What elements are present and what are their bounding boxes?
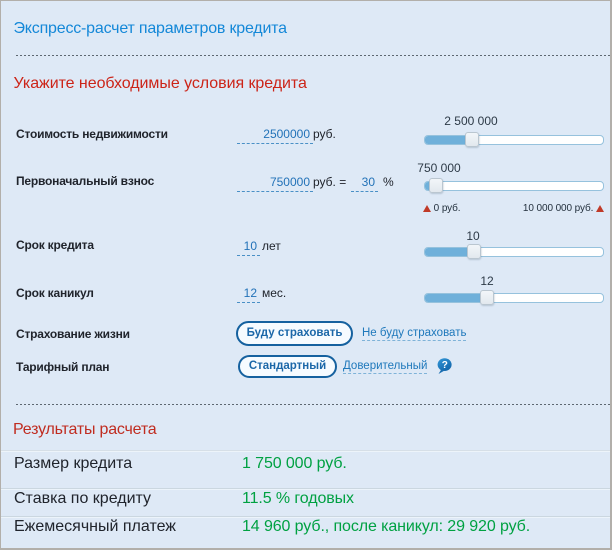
svg-text:?: ? xyxy=(442,360,448,371)
